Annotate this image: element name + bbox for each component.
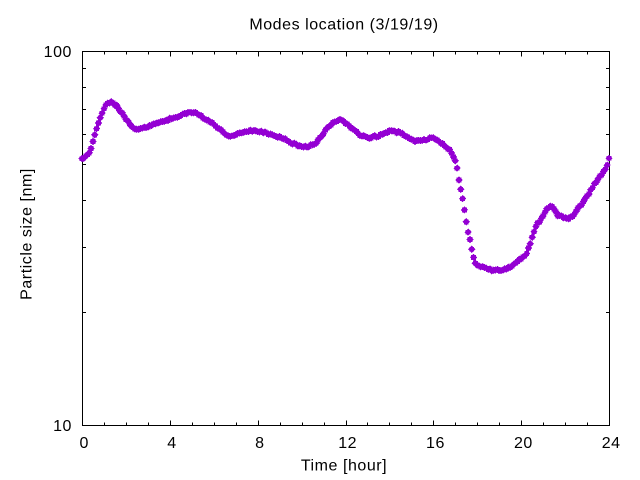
svg-text:10: 10: [53, 418, 72, 435]
svg-text:Time [hour]: Time [hour]: [301, 458, 387, 475]
svg-text:100: 100: [44, 44, 72, 61]
svg-text:Modes location (3/19/19): Modes location (3/19/19): [249, 17, 438, 34]
svg-text:20: 20: [514, 435, 533, 452]
svg-text:16: 16: [426, 435, 445, 452]
svg-text:12: 12: [338, 435, 357, 452]
svg-text:24: 24: [602, 435, 621, 452]
svg-text:0: 0: [79, 435, 88, 452]
svg-text:4: 4: [167, 435, 176, 452]
svg-text:8: 8: [255, 435, 264, 452]
svg-text:Particle size [nm]: Particle size [nm]: [19, 168, 36, 300]
